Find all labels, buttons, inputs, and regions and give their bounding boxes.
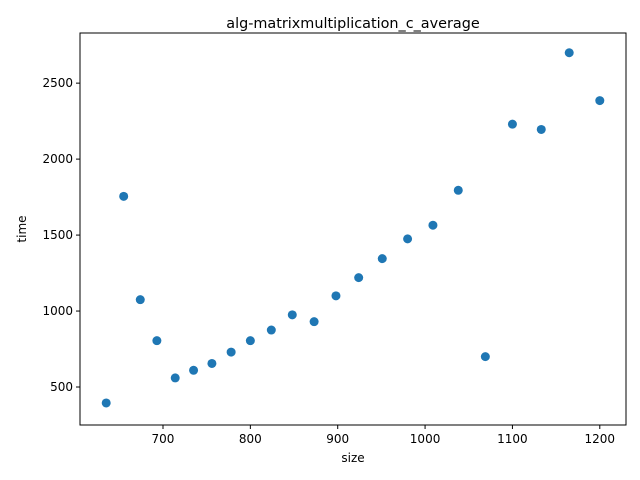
data-point [453, 185, 463, 195]
plot-area-frame [79, 32, 627, 426]
data-point [207, 358, 217, 368]
y-tick-label: 500 [50, 380, 73, 394]
y-tick-label: 1500 [42, 228, 73, 242]
y-tick-label: 2500 [42, 76, 73, 90]
data-point [309, 317, 319, 327]
x-tick-label: 800 [239, 432, 262, 446]
data-point [377, 254, 387, 264]
chart-title: alg-matrixmultiplication_c_average [226, 16, 480, 32]
data-point [428, 220, 438, 230]
data-point [287, 310, 297, 320]
data-point [266, 325, 276, 335]
data-point [170, 373, 180, 383]
data-point [189, 365, 199, 375]
y-tick-label: 1000 [42, 304, 73, 318]
x-tick-label: 1000 [410, 432, 441, 446]
data-point [480, 352, 490, 362]
data-point [595, 96, 605, 106]
x-tick-label: 1100 [497, 432, 528, 446]
y-tick-label: 2000 [42, 152, 73, 166]
x-axis-title: size [341, 451, 364, 465]
data-point [245, 336, 255, 346]
data-point [101, 398, 111, 408]
data-point [331, 291, 341, 301]
data-point [119, 191, 129, 201]
data-point [152, 336, 162, 346]
data-points [101, 48, 605, 408]
y-axis-title: time [15, 215, 29, 242]
data-point [226, 347, 236, 357]
x-tick-label: 700 [152, 432, 175, 446]
data-point [354, 273, 364, 283]
data-point [536, 124, 546, 134]
data-point [403, 234, 413, 244]
data-point [507, 119, 517, 129]
data-point [564, 48, 574, 58]
x-tick-label: 1200 [585, 432, 616, 446]
data-point [135, 295, 145, 305]
x-tick-label: 900 [326, 432, 349, 446]
y-axis-ticks: 500 1000 1500 2000 2500 [42, 76, 80, 394]
x-axis-ticks: 700 800 900 1000 1100 1200 [152, 425, 616, 446]
